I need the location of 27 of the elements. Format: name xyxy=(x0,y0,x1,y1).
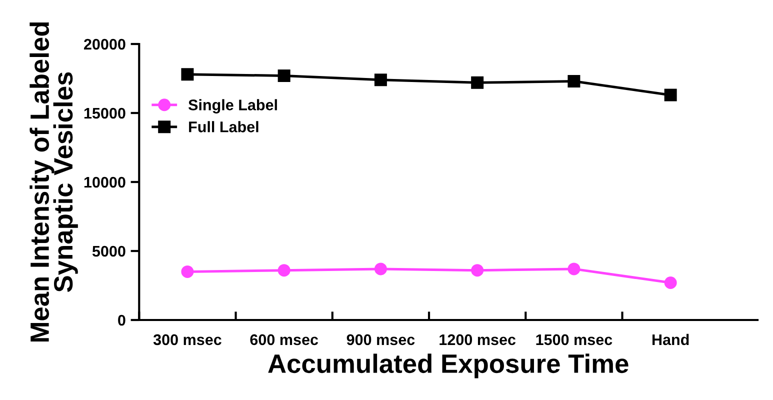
legend-label: Full Label xyxy=(189,121,258,132)
point xyxy=(664,276,677,289)
y-tick-label: 10000 xyxy=(84,176,126,188)
legend-label: Single Label xyxy=(188,99,277,114)
x-tick-label: Hand xyxy=(652,334,689,346)
point xyxy=(568,262,580,276)
x-axis-title: Accumulated Exposure Time xyxy=(268,354,628,378)
y-tick-label: 20000 xyxy=(84,38,126,50)
y-tick-label: 5000 xyxy=(92,246,126,257)
point xyxy=(664,88,677,102)
point xyxy=(374,262,387,276)
point xyxy=(471,76,484,89)
x-tick-label: 900 msec xyxy=(346,334,415,346)
x-tick-label: 1500 msec xyxy=(536,334,612,346)
y-tick-label: 0 xyxy=(118,314,126,326)
x-tick-label: 600 msec xyxy=(250,334,318,346)
point xyxy=(374,74,387,86)
y-axis-title: Mean Intensity of Labeled Synaptic Vesicles xyxy=(30,22,78,342)
point xyxy=(471,264,484,277)
point xyxy=(278,69,290,82)
point xyxy=(568,75,580,88)
point xyxy=(181,265,194,278)
x-tick-label: 300 msec xyxy=(153,334,222,346)
x-tick-label: 1200 msec xyxy=(440,334,516,346)
point xyxy=(278,264,290,277)
point xyxy=(181,68,194,81)
y-tick-label: 15000 xyxy=(84,108,126,119)
